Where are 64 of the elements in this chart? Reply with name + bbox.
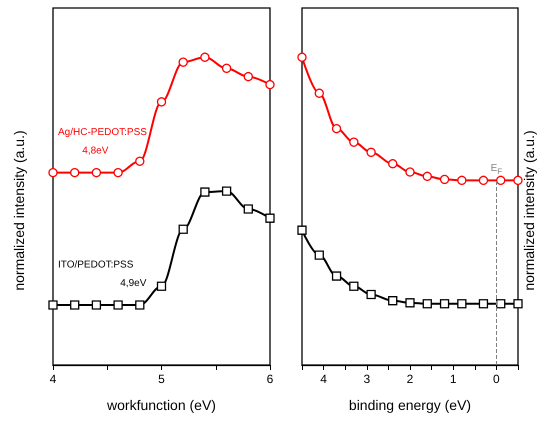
point [366,290,376,300]
point [70,300,80,310]
point [48,168,58,178]
x-tick-label: 5 [158,372,166,386]
point [440,174,450,184]
point [222,186,232,196]
point [48,300,58,310]
y-axis-title: normalized intensity (a.u.) [11,130,27,291]
x-tick-label: 0 [493,372,500,386]
point [496,299,506,308]
point [314,88,324,98]
point [349,138,358,147]
point [135,156,144,166]
point [200,52,210,62]
x-tick-label: 1 [450,372,457,386]
text: ITO/PEDOT:PSS [58,259,134,270]
point [405,167,415,177]
point [422,299,432,308]
point [244,72,253,82]
point [314,250,324,260]
point [265,80,275,90]
point [457,176,466,185]
x-tick-label: 6 [266,372,274,386]
point [297,52,307,62]
point [244,204,253,214]
point [113,168,123,178]
point [332,271,342,281]
annotation: 4,8eV [82,146,109,157]
point [113,300,123,310]
point [478,176,488,185]
point [422,172,432,181]
point [366,148,376,157]
point [349,282,358,291]
x-tick-label: 2 [406,372,414,386]
point [513,299,523,308]
point [405,298,415,308]
point [440,299,450,308]
point [156,97,166,107]
point [200,187,210,197]
point [513,176,523,185]
x-tick-label: 4 [50,372,57,386]
point [92,168,102,178]
x-tick-label: 3 [363,372,370,386]
point [178,58,188,67]
y2-axis-title: normalized intensity (a.u.) [521,130,537,291]
point [388,159,398,168]
point [178,224,188,234]
x-tick-label: 4 [320,372,328,386]
point [478,299,488,308]
point [332,124,342,134]
point [496,176,506,185]
point [92,300,102,310]
annotation: 4,9eV [120,278,147,289]
x-axis-title: workfunction (eV) [106,397,216,413]
point [265,214,275,223]
point [297,226,307,235]
point [222,64,232,73]
x-axis-title: binding energy (eV) [348,397,472,413]
point [135,300,144,310]
point [388,296,398,306]
series-label: Ag/HC-PEDOT:PSS [58,127,148,138]
point [156,282,166,291]
point [70,168,80,178]
point [457,299,466,308]
